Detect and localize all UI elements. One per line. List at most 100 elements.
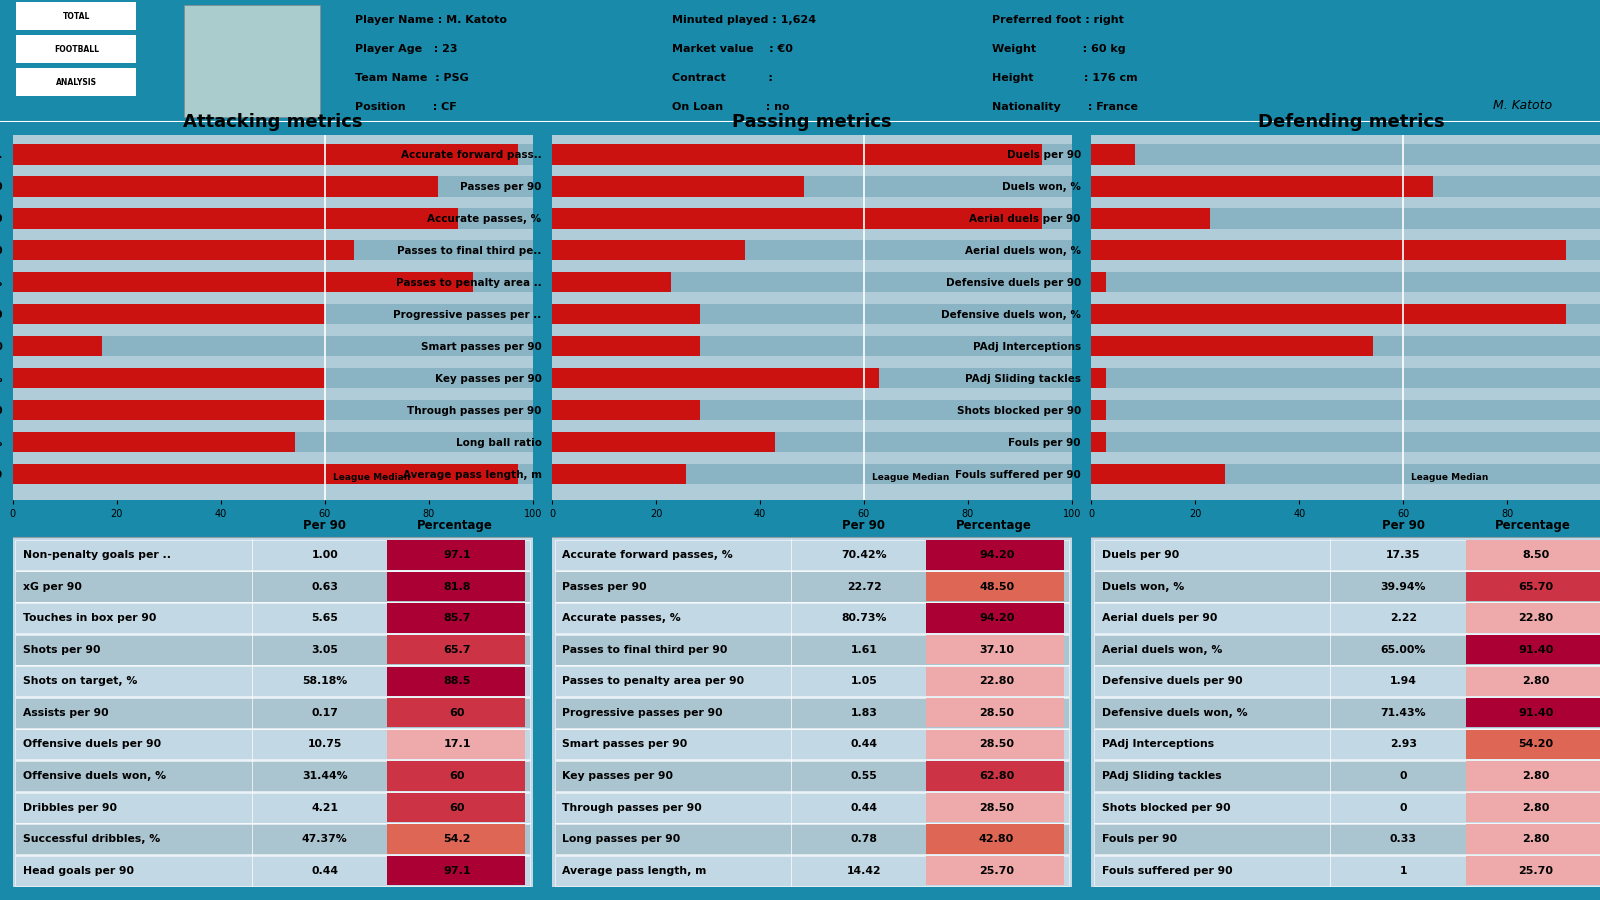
- Text: Duels won, %: Duels won, %: [1102, 581, 1184, 591]
- Text: 22.80: 22.80: [979, 676, 1014, 686]
- Text: 0.17: 0.17: [312, 707, 338, 718]
- Bar: [552, 432, 774, 453]
- Bar: [552, 336, 701, 356]
- Bar: [13, 208, 459, 229]
- Text: Offensive duels won, %: Offensive duels won, %: [24, 771, 166, 781]
- Title: Passing metrics: Passing metrics: [733, 112, 891, 130]
- Text: Fouls suffered per 90: Fouls suffered per 90: [1102, 866, 1232, 876]
- Text: 2.93: 2.93: [1390, 740, 1416, 750]
- Bar: [552, 336, 1072, 356]
- Text: M. Katoto: M. Katoto: [1493, 99, 1552, 112]
- Bar: [1091, 239, 1566, 260]
- Text: 1.61: 1.61: [851, 644, 877, 654]
- FancyBboxPatch shape: [1466, 698, 1600, 727]
- Bar: [13, 367, 533, 389]
- Text: 3.05: 3.05: [312, 644, 338, 654]
- Text: Position       : CF: Position : CF: [355, 102, 458, 112]
- Text: 10.75: 10.75: [307, 740, 342, 750]
- FancyBboxPatch shape: [1094, 856, 1600, 886]
- FancyBboxPatch shape: [555, 856, 1069, 886]
- Bar: [13, 239, 355, 260]
- Bar: [552, 208, 1072, 229]
- Text: Key passes per 90: Key passes per 90: [563, 771, 674, 781]
- Text: 17.1: 17.1: [443, 740, 470, 750]
- Bar: [1091, 208, 1210, 229]
- Text: 28.50: 28.50: [979, 803, 1014, 813]
- FancyBboxPatch shape: [555, 698, 1069, 728]
- Text: 0.44: 0.44: [851, 740, 877, 750]
- FancyBboxPatch shape: [555, 540, 1069, 570]
- FancyBboxPatch shape: [16, 760, 530, 791]
- Text: 39.94%: 39.94%: [1381, 581, 1426, 591]
- Text: Shots on target, %: Shots on target, %: [24, 676, 138, 686]
- Bar: [552, 464, 686, 484]
- Text: Team Name  : PSG: Team Name : PSG: [355, 73, 469, 83]
- Text: ANALYSIS: ANALYSIS: [56, 77, 98, 86]
- Text: 8.50: 8.50: [1522, 550, 1549, 560]
- FancyBboxPatch shape: [387, 635, 525, 664]
- Text: Defensive duels per 90: Defensive duels per 90: [1102, 676, 1242, 686]
- FancyBboxPatch shape: [1094, 793, 1600, 823]
- Text: 62.80: 62.80: [979, 771, 1014, 781]
- Text: Player Name : M. Katoto: Player Name : M. Katoto: [355, 14, 507, 24]
- Text: 58.18%: 58.18%: [302, 676, 347, 686]
- Text: Passes to penalty area per 90: Passes to penalty area per 90: [563, 676, 744, 686]
- Text: 0: 0: [1400, 771, 1406, 781]
- Bar: [1091, 367, 1600, 389]
- Text: 42.80: 42.80: [979, 834, 1014, 844]
- FancyBboxPatch shape: [1466, 761, 1600, 790]
- Bar: [552, 272, 1072, 292]
- FancyBboxPatch shape: [1466, 824, 1600, 854]
- Bar: [552, 400, 701, 420]
- Text: 80.73%: 80.73%: [842, 613, 886, 623]
- FancyBboxPatch shape: [16, 666, 530, 697]
- Text: Aerial duels per 90: Aerial duels per 90: [1102, 613, 1218, 623]
- Bar: [13, 303, 533, 324]
- Text: FOOTBALL: FOOTBALL: [54, 45, 99, 54]
- Text: Per 90: Per 90: [1382, 518, 1424, 532]
- Bar: [1091, 464, 1226, 484]
- Text: Shots per 90: Shots per 90: [24, 644, 101, 654]
- FancyBboxPatch shape: [1094, 698, 1600, 728]
- FancyBboxPatch shape: [16, 603, 530, 633]
- FancyBboxPatch shape: [555, 603, 1069, 633]
- FancyBboxPatch shape: [16, 634, 530, 665]
- FancyBboxPatch shape: [926, 793, 1064, 823]
- FancyBboxPatch shape: [1466, 540, 1600, 570]
- Bar: [13, 432, 294, 453]
- FancyBboxPatch shape: [387, 540, 525, 570]
- Text: 28.50: 28.50: [979, 740, 1014, 750]
- FancyBboxPatch shape: [387, 856, 525, 886]
- Bar: [13, 303, 325, 324]
- Text: 0.44: 0.44: [851, 803, 877, 813]
- Text: 0.55: 0.55: [851, 771, 877, 781]
- FancyBboxPatch shape: [1094, 729, 1600, 760]
- Text: 4.21: 4.21: [312, 803, 338, 813]
- FancyBboxPatch shape: [1466, 603, 1600, 633]
- Bar: [13, 400, 325, 420]
- Bar: [1091, 176, 1600, 196]
- FancyBboxPatch shape: [1466, 667, 1600, 696]
- FancyBboxPatch shape: [1094, 540, 1600, 570]
- Text: Accurate forward passes, %: Accurate forward passes, %: [563, 550, 733, 560]
- Bar: [552, 176, 805, 196]
- Text: 94.20: 94.20: [979, 613, 1014, 623]
- Bar: [552, 239, 1072, 260]
- Bar: [13, 336, 102, 356]
- Bar: [1091, 432, 1106, 453]
- Bar: [1091, 239, 1600, 260]
- Text: Preferred foot : right: Preferred foot : right: [992, 14, 1123, 24]
- Bar: [552, 239, 746, 260]
- Text: Percentage: Percentage: [418, 518, 493, 532]
- Text: 97.1: 97.1: [443, 866, 472, 876]
- FancyBboxPatch shape: [16, 729, 530, 760]
- Text: Per 90: Per 90: [843, 518, 885, 532]
- FancyBboxPatch shape: [387, 667, 525, 696]
- Text: Nationality       : France: Nationality : France: [992, 102, 1138, 112]
- Text: 28.50: 28.50: [979, 707, 1014, 718]
- Text: PAdj Interceptions: PAdj Interceptions: [1102, 740, 1214, 750]
- Text: 0.33: 0.33: [1390, 834, 1416, 844]
- Bar: [1091, 303, 1600, 324]
- Text: 85.7: 85.7: [443, 613, 470, 623]
- FancyBboxPatch shape: [16, 698, 530, 728]
